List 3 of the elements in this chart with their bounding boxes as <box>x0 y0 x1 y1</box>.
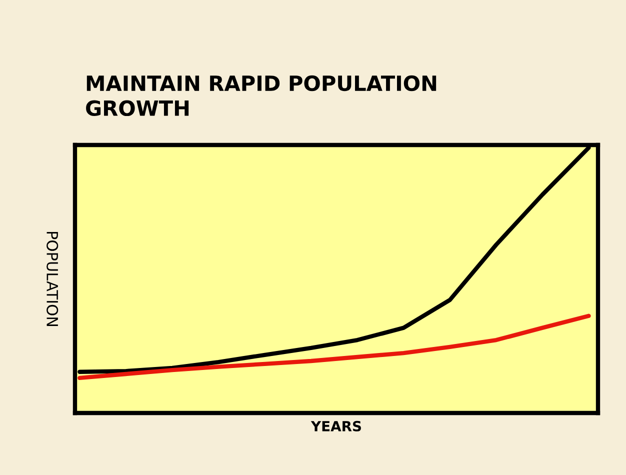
x-axis-title: YEARS <box>310 420 361 432</box>
y-axis-title: POPULATION <box>46 232 58 326</box>
chart-title: MAINTAIN RAPID POPULATION GROWTH <box>86 75 436 116</box>
